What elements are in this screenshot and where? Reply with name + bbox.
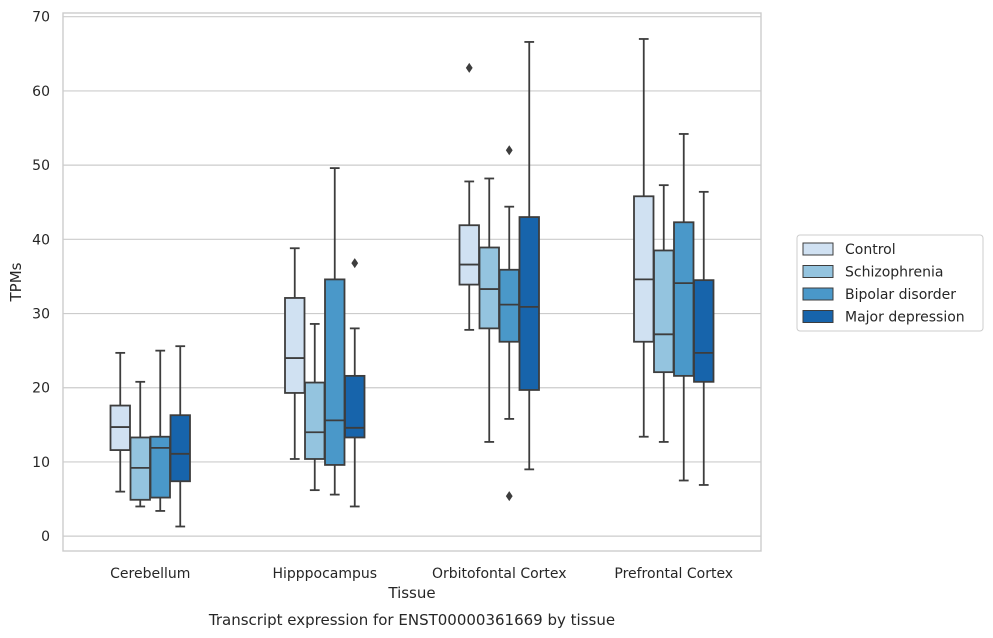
box-major-depression-3 [518, 41, 540, 471]
legend-frame [796, 234, 984, 332]
box-body [478, 246, 500, 330]
y-tick-label-30: 30 [32, 307, 50, 323]
legend-swatch-1 [802, 242, 834, 256]
box-body [169, 414, 191, 483]
outlier-point [505, 491, 513, 502]
box-body [693, 279, 715, 383]
box-control-2 [284, 247, 306, 460]
x-tick-label-2: Hipppocampus [272, 566, 377, 582]
box-body [304, 381, 326, 460]
box-bipolar-disorder-3 [498, 145, 520, 502]
outlier-point [465, 62, 473, 73]
y-axis-ticks: 0 10 20 30 40 50 60 70 [32, 10, 50, 545]
y-tick-label-0: 0 [41, 529, 50, 545]
box-schizophrenia-3 [478, 177, 500, 443]
legend-label-4: Major depression [845, 310, 965, 326]
x-axis-ticks: Cerebellum Hipppocampus Orbitofontal Corte… [110, 566, 733, 582]
box-major-depression-1 [169, 345, 191, 528]
y-tick-label-60: 60 [32, 84, 50, 100]
y-tick-label-50: 50 [32, 158, 50, 174]
chart-caption: Transcript expression for ENST0000036166… [208, 611, 615, 629]
box-major-depression-4 [693, 190, 715, 486]
outlier-point [505, 145, 513, 156]
box-body [149, 435, 171, 499]
box-group [109, 38, 715, 528]
legend-swatch-4 [802, 310, 834, 323]
y-tick-label-40: 40 [32, 232, 50, 248]
legend: Control Schizophrenia Bipolar disorder Majo… [796, 234, 984, 332]
box-control-3 [458, 62, 480, 331]
outlier-point [351, 258, 359, 269]
y-tick-label-10: 10 [32, 455, 50, 471]
box-body [458, 224, 480, 286]
x-tick-label-4: Prefrontal Cortex [614, 566, 733, 582]
legend-label-3: Bipolar disorder [845, 287, 956, 303]
box-schizophrenia-4 [653, 184, 675, 443]
y-tick-label-20: 20 [32, 381, 50, 397]
box-control-4 [633, 38, 655, 438]
box-body [633, 195, 655, 343]
legend-label-1: Control [845, 242, 896, 258]
box-body [344, 374, 366, 439]
y-tick-label-70: 70 [32, 10, 50, 26]
box-body [653, 249, 675, 374]
legend-swatch-3 [802, 287, 834, 301]
legend-swatch-2 [802, 265, 834, 278]
x-tick-label-1: Cerebellum [110, 566, 190, 582]
x-axis-label: Tissue [387, 584, 435, 602]
y-axis-label: TPMs [7, 262, 25, 302]
x-tick-label-3: Orbitofontal Cortex [432, 566, 567, 582]
box-body [498, 268, 520, 343]
box-major-depression-2 [344, 258, 366, 508]
box-bipolar-disorder-2 [324, 167, 346, 496]
box-body [673, 221, 695, 377]
box-body [324, 278, 346, 466]
legend-label-2: Schizophrenia [845, 265, 943, 281]
plot-frame [62, 12, 762, 552]
box-body [518, 216, 540, 391]
box-bipolar-disorder-1 [149, 349, 171, 512]
box-control-1 [109, 351, 131, 493]
box-body [284, 297, 306, 394]
